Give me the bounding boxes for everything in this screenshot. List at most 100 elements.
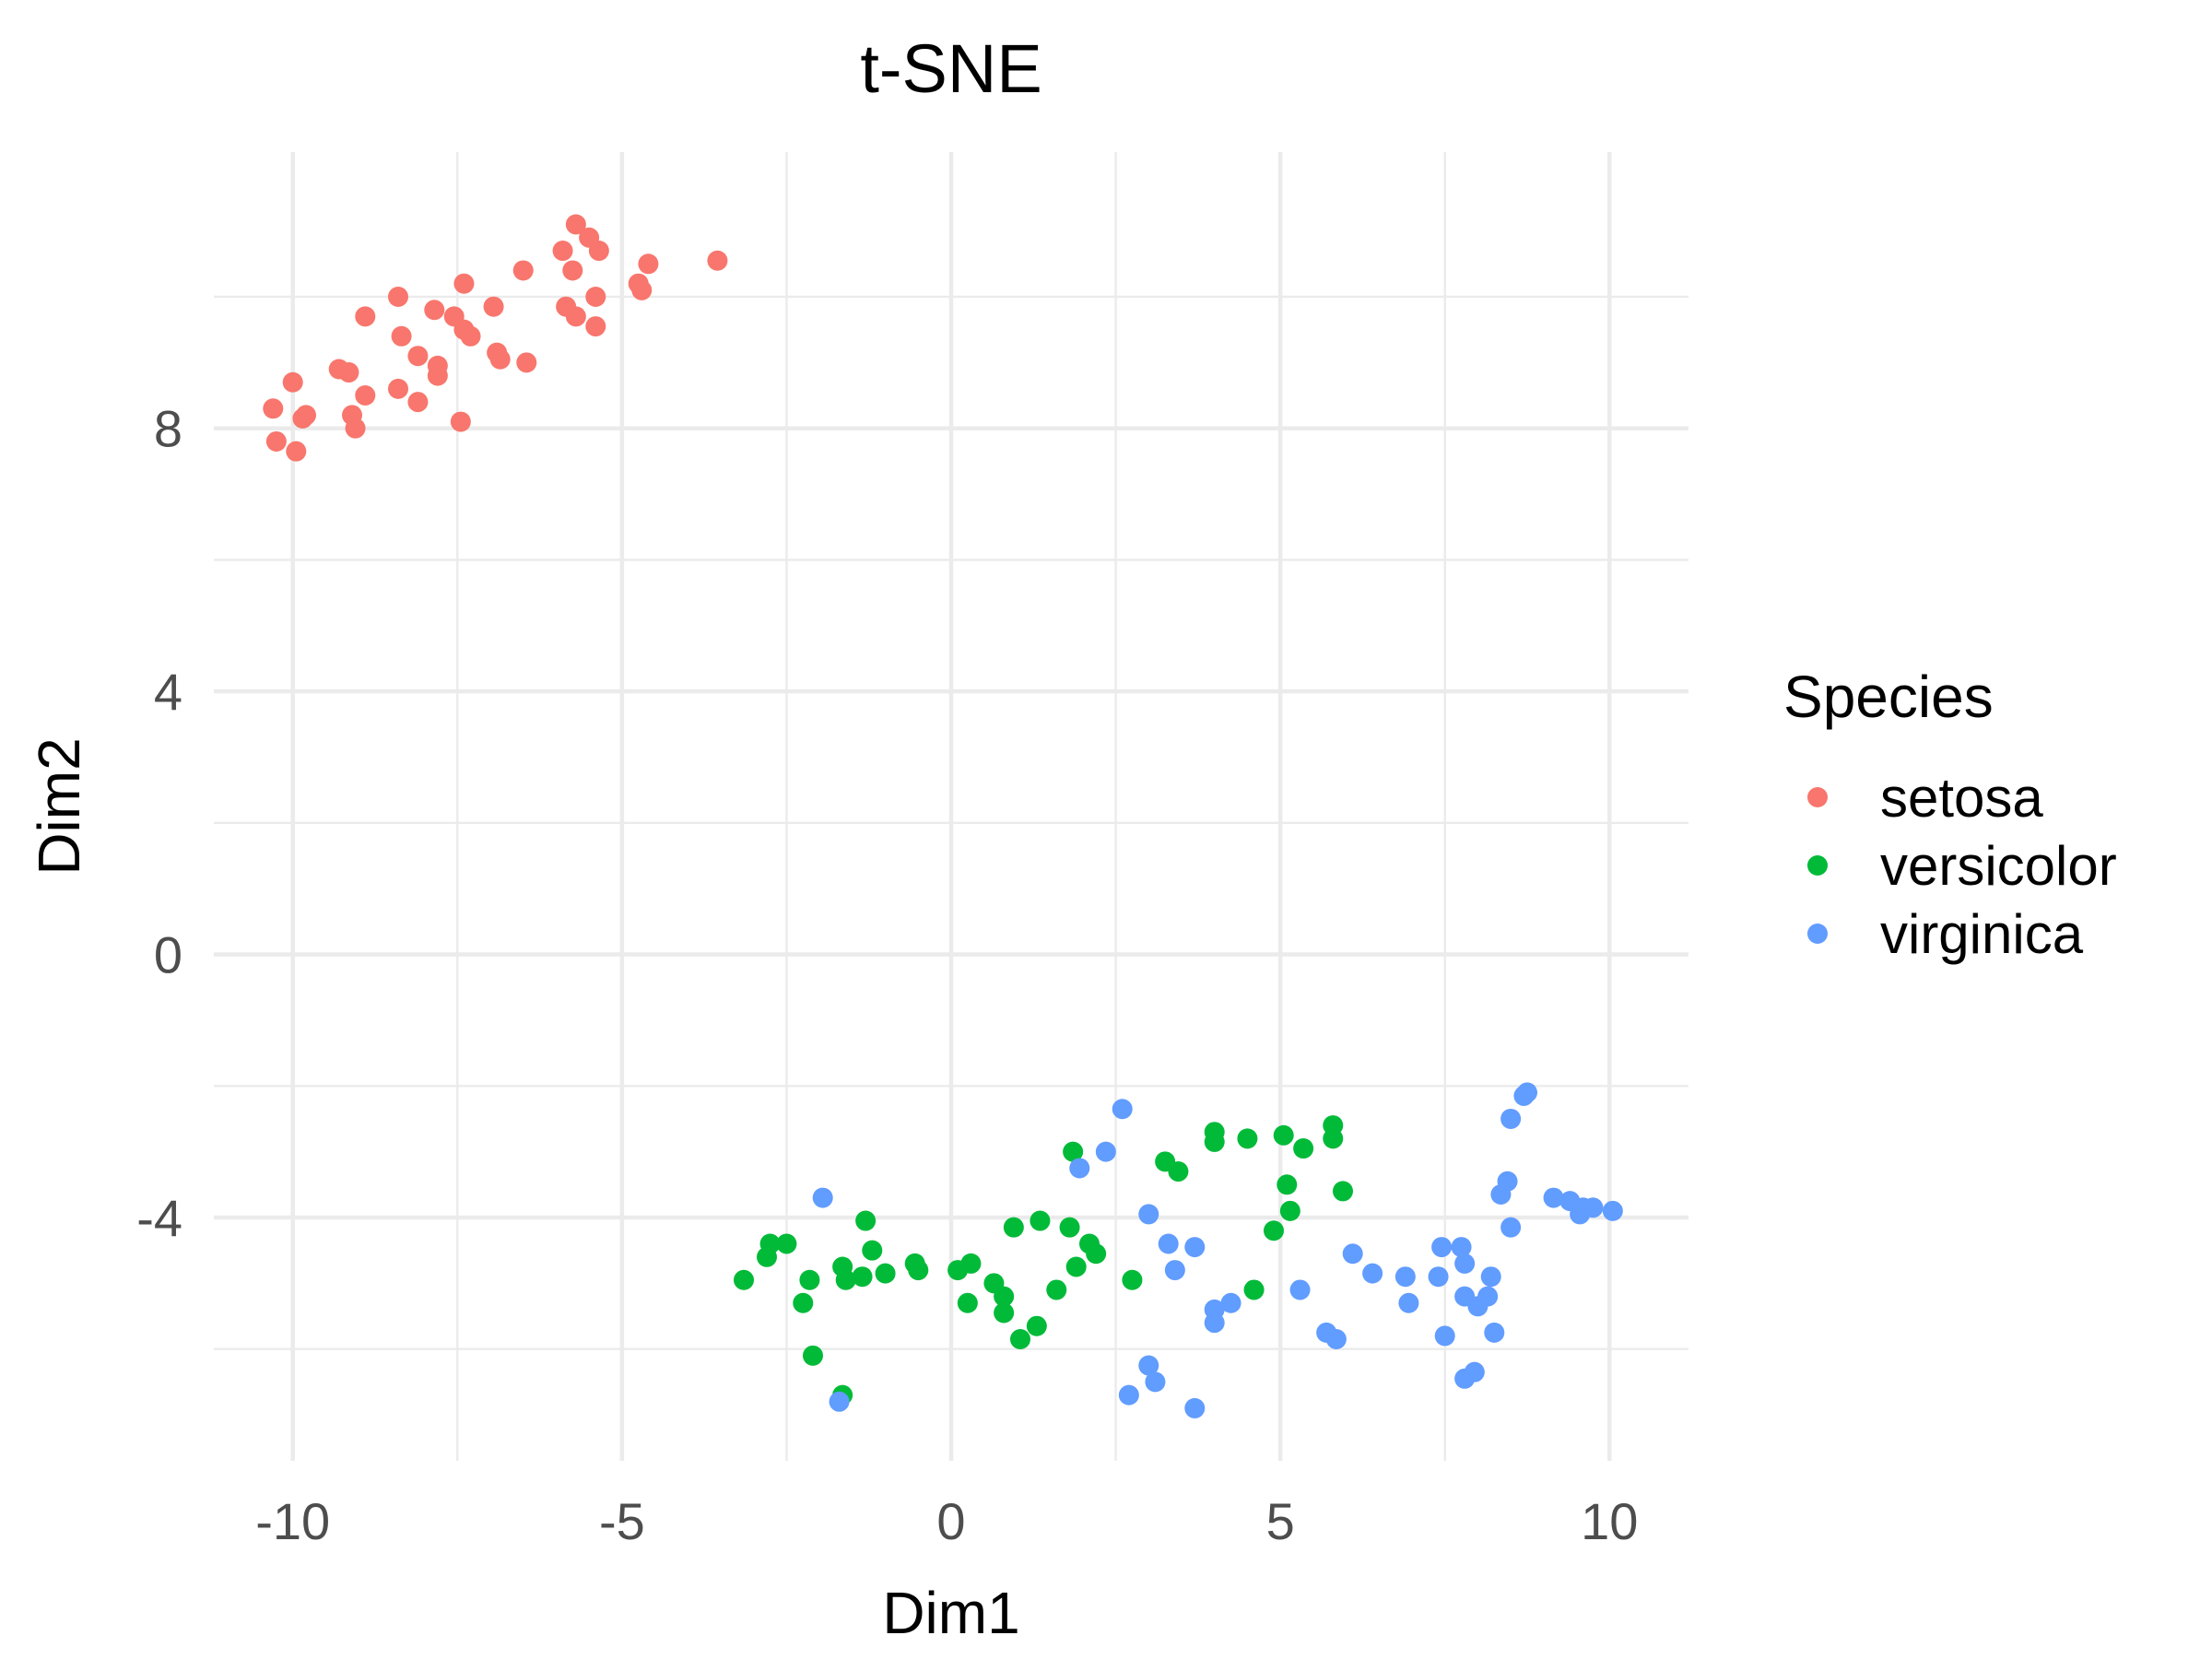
data-point bbox=[707, 250, 728, 271]
data-point bbox=[875, 1263, 896, 1284]
legend-label: versicolor bbox=[1880, 835, 2117, 897]
data-point bbox=[862, 1240, 883, 1261]
data-point bbox=[1164, 1260, 1185, 1281]
series-versicolor bbox=[734, 1115, 1353, 1406]
y-tick-label: -4 bbox=[136, 1189, 182, 1247]
data-point bbox=[793, 1292, 814, 1313]
data-points bbox=[263, 214, 1623, 1418]
x-tick-label: -10 bbox=[255, 1492, 330, 1550]
data-point bbox=[1003, 1217, 1024, 1238]
data-point bbox=[1333, 1181, 1353, 1202]
data-point bbox=[1122, 1269, 1143, 1290]
data-point bbox=[355, 385, 376, 406]
data-point bbox=[424, 300, 445, 321]
data-point bbox=[1112, 1099, 1133, 1120]
data-point bbox=[829, 1391, 850, 1412]
data-point bbox=[338, 362, 359, 383]
data-point bbox=[1497, 1171, 1518, 1192]
data-point bbox=[1158, 1233, 1179, 1254]
y-tick-label: 0 bbox=[154, 926, 182, 984]
data-point bbox=[1237, 1128, 1258, 1149]
data-point bbox=[1293, 1138, 1314, 1159]
data-point bbox=[565, 306, 586, 327]
x-axis-ticks: -10 -5 0 5 10 bbox=[255, 1492, 1638, 1550]
data-point bbox=[1086, 1243, 1107, 1265]
data-point bbox=[1583, 1197, 1604, 1218]
data-point bbox=[799, 1269, 820, 1290]
data-point bbox=[803, 1345, 823, 1366]
data-point bbox=[585, 316, 606, 337]
data-point bbox=[1543, 1187, 1564, 1208]
data-point bbox=[1220, 1292, 1241, 1313]
data-point bbox=[1026, 1315, 1047, 1336]
data-point bbox=[1325, 1328, 1347, 1349]
data-point bbox=[1184, 1237, 1206, 1258]
legend-item-virginica: virginica bbox=[1807, 903, 2084, 965]
data-point bbox=[1431, 1237, 1453, 1258]
data-point bbox=[516, 352, 537, 373]
data-point bbox=[835, 1269, 856, 1290]
data-point bbox=[1279, 1200, 1300, 1221]
data-point bbox=[562, 260, 583, 281]
data-point bbox=[1464, 1361, 1485, 1382]
data-point bbox=[1477, 1286, 1499, 1307]
data-point bbox=[345, 418, 366, 439]
data-point bbox=[1168, 1161, 1189, 1182]
data-point bbox=[1394, 1266, 1416, 1288]
legend-title: Species bbox=[1783, 664, 1994, 730]
y-tick-label: 8 bbox=[154, 400, 182, 458]
data-point bbox=[1145, 1371, 1166, 1393]
data-point bbox=[1500, 1108, 1522, 1129]
data-point bbox=[355, 306, 376, 327]
data-point bbox=[1030, 1210, 1051, 1231]
data-point bbox=[1273, 1124, 1294, 1146]
data-point bbox=[1138, 1204, 1159, 1225]
data-point bbox=[1277, 1174, 1298, 1195]
data-point bbox=[1118, 1384, 1139, 1406]
data-point bbox=[450, 411, 471, 432]
data-point bbox=[407, 392, 429, 413]
data-point bbox=[994, 1286, 1015, 1307]
data-point bbox=[1059, 1217, 1080, 1238]
data-point bbox=[483, 296, 504, 317]
data-point bbox=[512, 260, 534, 281]
data-point bbox=[1500, 1217, 1522, 1238]
data-point bbox=[1184, 1397, 1206, 1418]
data-point bbox=[734, 1269, 754, 1290]
x-tick-label: 5 bbox=[1266, 1492, 1295, 1550]
data-point bbox=[588, 241, 609, 262]
data-point bbox=[489, 348, 511, 370]
data-point bbox=[388, 378, 408, 399]
data-point bbox=[852, 1266, 873, 1288]
x-axis-title: Dim1 bbox=[882, 1580, 1019, 1646]
x-tick-label: 0 bbox=[936, 1492, 965, 1550]
data-point bbox=[1069, 1158, 1090, 1179]
data-point bbox=[812, 1187, 833, 1208]
data-point bbox=[1434, 1325, 1455, 1347]
data-point bbox=[855, 1210, 877, 1231]
data-point bbox=[1264, 1220, 1284, 1241]
legend-item-versicolor: versicolor bbox=[1807, 835, 2117, 897]
data-point bbox=[1451, 1237, 1472, 1258]
y-axis-ticks: -4 0 4 8 bbox=[136, 400, 182, 1247]
data-point bbox=[552, 241, 573, 262]
data-point bbox=[1138, 1355, 1159, 1376]
data-point bbox=[265, 430, 287, 452]
data-point bbox=[1362, 1263, 1383, 1284]
major-grid bbox=[214, 152, 1688, 1461]
data-point bbox=[638, 253, 659, 275]
data-point bbox=[1289, 1279, 1311, 1300]
data-point bbox=[1063, 1141, 1084, 1162]
data-point bbox=[453, 273, 475, 294]
x-tick-label: -5 bbox=[599, 1492, 645, 1550]
data-point bbox=[1480, 1266, 1501, 1288]
data-point bbox=[388, 286, 408, 307]
chart-title: t-SNE bbox=[860, 30, 1041, 107]
legend-label: virginica bbox=[1880, 903, 2084, 965]
data-point bbox=[286, 441, 307, 462]
data-point bbox=[1454, 1253, 1476, 1274]
data-point bbox=[957, 1292, 978, 1313]
